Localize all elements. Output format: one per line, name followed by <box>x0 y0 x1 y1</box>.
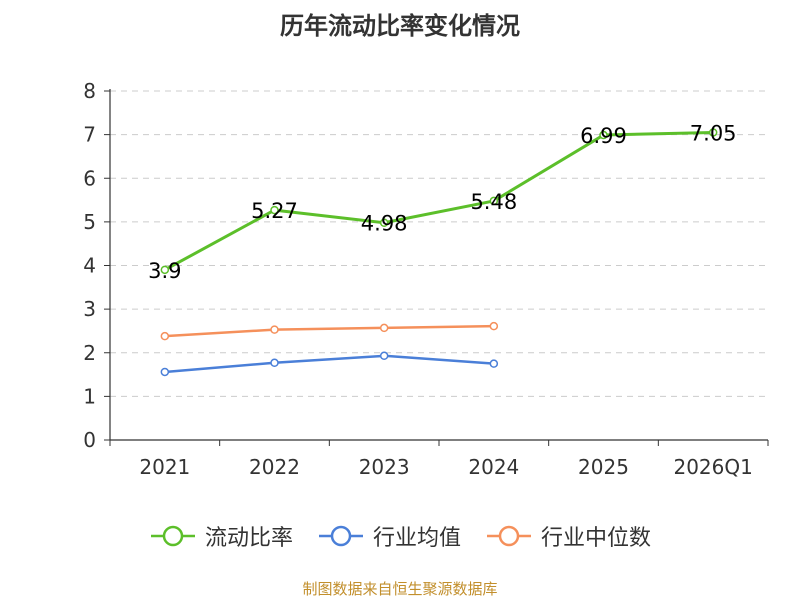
y-tick-label: 4 <box>83 254 96 278</box>
legend-label-industry-median: 行业中位数 <box>541 526 652 551</box>
data-point <box>599 130 608 140</box>
x-tick-label: 2026Q1 <box>673 455 752 479</box>
legend-marker-current-ratio <box>150 525 195 547</box>
data-point <box>270 358 279 368</box>
legend-item-industry-mean[interactable]: 行业均值 <box>317 520 461 552</box>
x-tick-label: 2023 <box>359 455 410 479</box>
legend-marker-industry-median <box>487 525 531 547</box>
chart-title: 历年流动比率变化情况 <box>280 12 520 40</box>
source-note: 制图数据来自恒生聚源数据库 <box>302 580 498 598</box>
y-tick-label: 5 <box>83 210 96 234</box>
data-point <box>489 321 499 331</box>
data-point <box>489 196 499 206</box>
data-point <box>379 323 389 333</box>
legend-marker-industry-mean <box>318 525 363 547</box>
data-point <box>160 331 170 341</box>
legend-item-industry-median[interactable]: 行业中位数 <box>485 520 651 552</box>
data-label: 6.99 <box>580 124 627 148</box>
data-label: 5.27 <box>251 199 298 223</box>
y-tick-label: 0 <box>83 428 96 452</box>
data-point <box>489 359 499 368</box>
legend-label-industry-mean: 行业均值 <box>372 526 461 551</box>
x-tick-label: 2024 <box>468 455 519 479</box>
x-tick-label: 2021 <box>139 455 190 479</box>
data-label: 4.98 <box>361 212 408 236</box>
x-tick-label: 2025 <box>578 455 629 479</box>
series-line <box>164 324 494 338</box>
data-label: 3.9 <box>148 259 181 283</box>
y-tick-label: 1 <box>83 384 96 408</box>
legend-item-current-ratio[interactable]: 流动比率 <box>149 520 293 552</box>
y-tick-label: 2 <box>83 341 96 365</box>
data-label: 5.48 <box>470 190 517 214</box>
legend-label-current-ratio: 流动比率 <box>204 526 293 551</box>
data-point <box>379 218 389 227</box>
y-tick-label: 8 <box>83 79 96 103</box>
data-point <box>708 128 718 137</box>
series-line <box>164 354 494 374</box>
y-tick-label: 7 <box>83 123 96 147</box>
series-line <box>164 130 714 272</box>
data-point <box>160 367 170 377</box>
y-tick-label: 3 <box>83 297 96 321</box>
y-tick-label: 6 <box>83 166 96 190</box>
data-point <box>160 265 170 275</box>
x-tick-label: 2022 <box>249 455 300 479</box>
data-point <box>270 205 279 215</box>
legend: 流动比率 行业均值 行业中位数 <box>0 520 800 552</box>
data-point <box>270 325 279 334</box>
data-label: 7.05 <box>690 121 737 145</box>
data-point <box>379 351 389 361</box>
